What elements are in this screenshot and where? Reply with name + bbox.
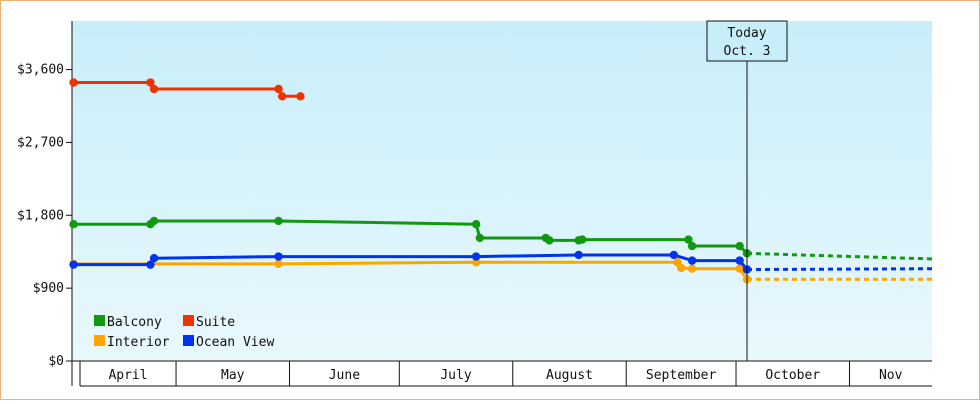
legend-swatch	[94, 335, 105, 346]
series-forecast-line	[746, 267, 934, 272]
legend-label: Ocean View	[196, 335, 274, 350]
legend-swatch	[183, 335, 194, 346]
month-label: August	[546, 368, 593, 383]
legend-label: Suite	[196, 315, 235, 330]
legend-swatch	[183, 315, 194, 326]
month-label: May	[221, 368, 245, 383]
data-point	[471, 252, 481, 261]
y-axis: $0 $900 $1,800 $2,700 $3,600	[17, 21, 73, 369]
series-forecast-line	[746, 251, 934, 261]
month-label: October	[765, 368, 820, 383]
month-label: September	[646, 368, 717, 383]
data-point	[545, 236, 554, 245]
data-point	[475, 233, 485, 243]
legend-swatch	[94, 315, 105, 326]
data-point	[69, 78, 78, 87]
data-point	[574, 250, 583, 260]
data-point	[69, 260, 78, 269]
series-layer	[69, 78, 934, 284]
data-point	[296, 92, 305, 101]
data-point	[676, 263, 686, 273]
data-point	[687, 264, 697, 273]
today-date: Oct. 3	[724, 44, 771, 59]
data-point	[471, 219, 481, 229]
data-point	[735, 256, 744, 265]
series-balcony	[69, 216, 934, 261]
data-point	[149, 84, 159, 94]
data-point	[735, 241, 744, 251]
legend: Balcony Suite Interior Ocean View	[94, 315, 274, 350]
data-point	[277, 92, 287, 101]
data-point	[274, 252, 283, 261]
legend-label: Balcony	[107, 315, 162, 330]
series-suite	[69, 78, 305, 101]
data-point	[274, 259, 283, 269]
month-label: April	[108, 368, 147, 383]
data-point	[684, 235, 693, 244]
data-point	[687, 241, 697, 251]
data-point	[146, 260, 155, 269]
data-point	[149, 253, 159, 263]
data-point	[669, 250, 678, 260]
series-ocean-view	[69, 250, 934, 274]
today-label: Today	[727, 26, 766, 41]
data-point	[578, 235, 587, 244]
data-point	[687, 256, 697, 265]
y-tick-label: $0	[48, 354, 64, 369]
legend-label: Interior	[107, 335, 170, 350]
data-point	[69, 219, 78, 229]
today-marker: Today Oct. 3	[706, 20, 788, 361]
data-point	[274, 216, 283, 226]
y-tick-label: $1,800	[17, 208, 64, 223]
data-point	[146, 78, 155, 87]
today-box	[706, 20, 788, 62]
y-tick-label: $3,600	[17, 63, 64, 78]
month-label: July	[440, 368, 471, 383]
x-axis: April May June July August September October No…	[71, 360, 932, 387]
data-point	[735, 264, 744, 273]
plot-background	[72, 21, 932, 361]
y-tick-label: $900	[33, 281, 64, 296]
y-tick-label: $2,700	[17, 135, 64, 150]
data-point	[274, 84, 283, 94]
month-label: Nov	[879, 368, 903, 383]
data-point	[149, 216, 159, 226]
month-label: June	[329, 368, 360, 383]
